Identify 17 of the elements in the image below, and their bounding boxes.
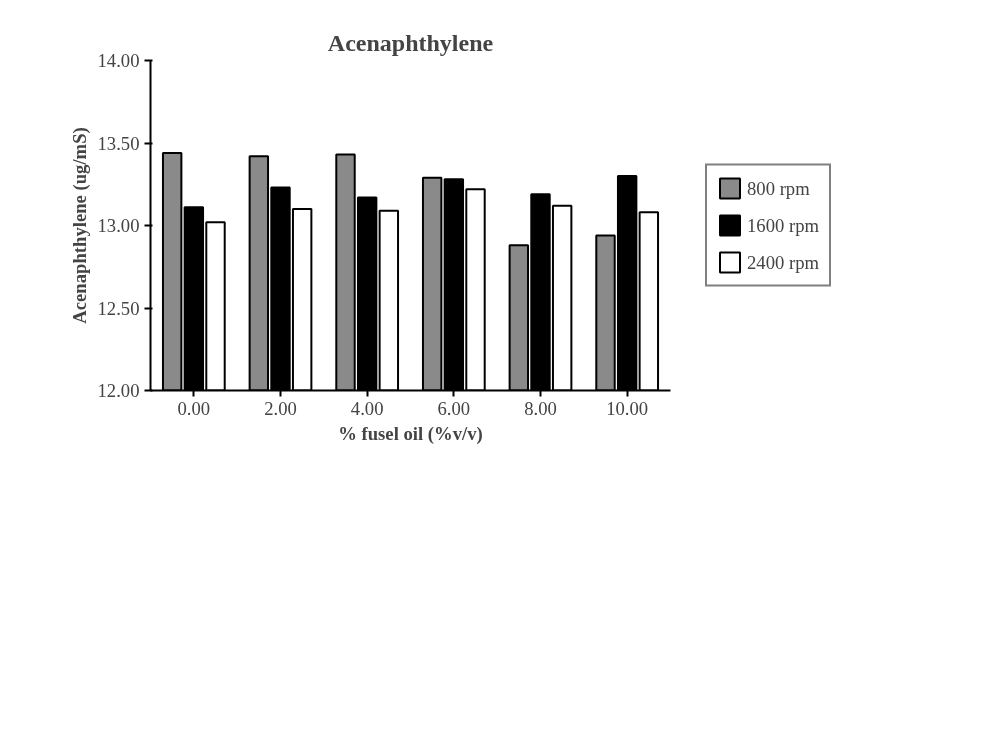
legend-label: 800 rpm: [747, 177, 810, 199]
y-tick-label: 13.00: [97, 215, 140, 236]
x-tick-label: 10.00: [606, 397, 649, 419]
x-axis-title: % fusel oil (%v/v): [338, 422, 483, 445]
y-tick-label: 12.00: [97, 380, 140, 401]
x-tick-label: 8.00: [524, 397, 557, 419]
x-tick-label: 2.00: [264, 397, 297, 419]
chart-title: Acenaphthylene: [327, 29, 494, 56]
y-tick-label: 14.00: [97, 50, 140, 71]
legend-label: 2400 rpm: [747, 251, 820, 273]
y-tick-label: 13.50: [97, 132, 140, 154]
y-tick-label: 12.50: [97, 297, 140, 319]
legend-label: 1600 rpm: [747, 214, 820, 236]
x-tick-label: 4.00: [350, 397, 384, 419]
y-axis-title: Acenaphthylene (ug/mS): [68, 127, 91, 324]
x-tick-label: 0.00: [177, 397, 211, 419]
x-tick-label: 6.00: [437, 397, 471, 419]
